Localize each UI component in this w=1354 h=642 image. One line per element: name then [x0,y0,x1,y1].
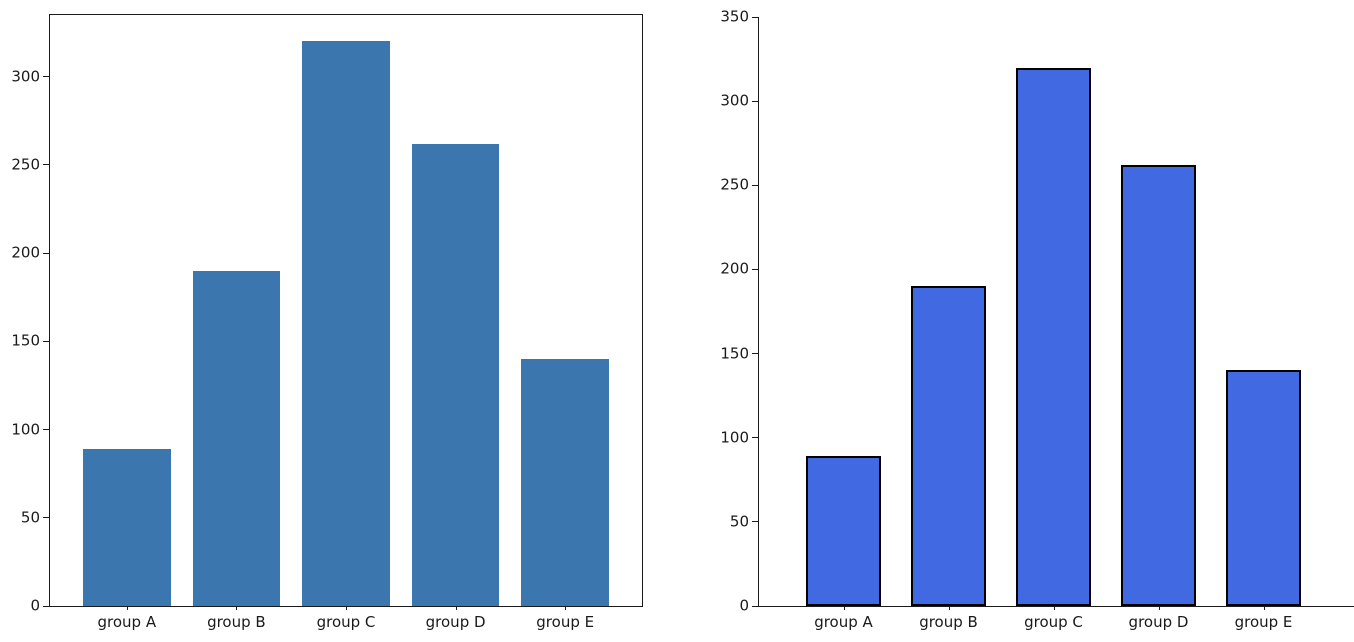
bar-slot-group-b [896,17,1001,606]
y-tick-mark [43,517,49,519]
right-bar-chart: 0 50 100 150 200 250 300 350 group A group B group… [720,9,1354,630]
x-tick-mark [236,606,238,610]
x-tick-mark [1053,606,1055,610]
y-tick-label: 50 [729,512,749,531]
x-tick-mark [1263,606,1265,610]
x-tick-mark [565,606,567,610]
x-tick-label-group-c: group C [316,613,376,631]
y-tick-label: 150 [720,344,749,363]
y-tick-mark [43,76,49,78]
x-tick-mark [843,606,845,610]
bar-slot-group-c [291,15,401,606]
bar-group-a [805,456,882,606]
left-bars-row [50,15,642,606]
bar-slot-group-e [1211,17,1316,606]
bar-group-d [411,143,500,606]
bar-slot-group-d [1106,17,1211,606]
y-tick-label: 150 [11,331,40,350]
y-tick-mark [752,437,758,439]
y-tick-label: 50 [20,508,40,527]
x-tick-mark [346,606,347,610]
bar-group-e [1225,370,1302,606]
x-tick-label-group-e: group E [1234,613,1293,631]
x-tick-label-group-e: group E [536,613,595,631]
x-tick-label-group-d: group D [425,613,486,631]
y-tick-mark [43,340,49,342]
y-tick-label: 300 [11,67,40,86]
y-tick-mark [752,16,758,18]
bar-group-b [910,286,987,606]
bar-slot-group-d [401,15,511,606]
x-tick-mark [948,606,950,610]
y-tick-label: 0 [739,596,749,615]
y-tick-label: 300 [720,91,749,110]
x-tick-label-group-a: group A [97,613,157,631]
y-tick-mark [43,252,49,254]
y-tick-mark [752,605,758,607]
bar-group-c [302,41,390,606]
y-tick-label: 100 [720,428,749,447]
right-bars-row [759,17,1354,606]
x-tick-mark [126,606,128,610]
bar-slot-group-a [72,15,182,606]
y-tick-mark [43,429,49,431]
y-tick-label: 200 [720,259,749,278]
bar-slot-group-b [182,15,292,606]
bar-group-d [1120,165,1197,606]
y-tick-label: 250 [720,175,749,194]
y-tick-mark [43,605,49,607]
y-tick-mark [752,184,758,186]
y-tick-label: 250 [11,155,40,174]
bar-slot-group-e [510,15,620,606]
y-tick-mark [752,268,758,270]
bar-slot-group-c [1001,17,1106,606]
bar-group-b [192,270,281,606]
left-bar-chart: 0 50 100 150 200 250 300 group A group B group C g… [11,14,643,630]
x-tick-mark [455,606,457,610]
y-tick-mark [43,164,49,166]
bar-group-e [521,359,609,606]
x-tick-label-group-b: group B [207,613,266,631]
y-tick-mark [752,521,758,523]
bar-group-c [1015,67,1092,606]
y-tick-label: 200 [11,243,40,262]
y-tick-mark [752,100,758,102]
bar-group-a [82,449,171,606]
x-tick-label-group-b: group B [919,613,978,631]
y-tick-label: 350 [720,7,749,26]
y-tick-mark [752,353,758,355]
y-tick-label: 0 [30,596,40,615]
bar-slot-group-a [791,17,896,606]
y-tick-label: 100 [11,420,40,439]
x-tick-mark [1158,606,1160,610]
x-tick-label-group-a: group A [814,613,873,631]
x-tick-label-group-c: group C [1024,613,1083,631]
x-tick-label-group-d: group D [1128,613,1189,631]
